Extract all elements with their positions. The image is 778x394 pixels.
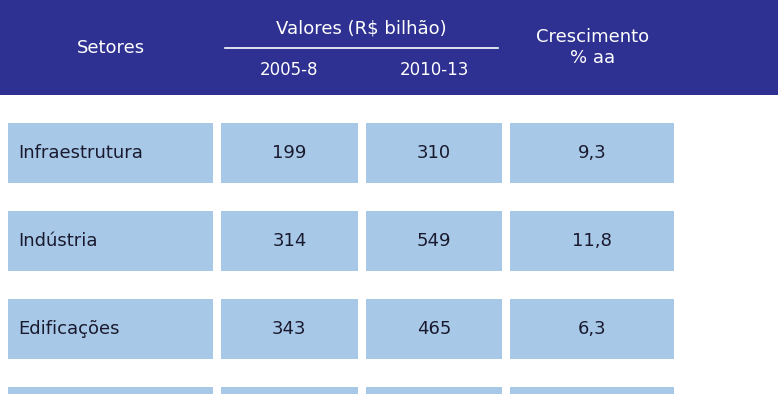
Text: 465: 465 [417, 320, 451, 338]
Text: 6,3: 6,3 [578, 320, 607, 338]
Text: Infraestrutura: Infraestrutura [18, 144, 143, 162]
Bar [366, 123, 503, 183]
Bar [366, 211, 503, 271]
Text: Crescimento
% aa: Crescimento % aa [535, 28, 649, 67]
Bar [510, 211, 674, 271]
Text: 343: 343 [272, 320, 307, 338]
Bar [221, 299, 358, 359]
Text: 11,8: 11,8 [572, 232, 612, 250]
Bar [8, 123, 213, 183]
Bar [221, 387, 358, 394]
Text: 9,3: 9,3 [578, 144, 607, 162]
Bar [8, 299, 213, 359]
Text: Valores (R$ bilhão): Valores (R$ bilhão) [276, 19, 447, 37]
Bar [221, 123, 358, 183]
Text: 2010-13: 2010-13 [399, 61, 468, 79]
Bar [510, 123, 674, 183]
Text: 2005-8: 2005-8 [260, 61, 319, 79]
Text: Setores: Setores [76, 39, 145, 56]
Text: 310: 310 [417, 144, 451, 162]
Bar [366, 299, 503, 359]
Bar [0, 0, 778, 95]
Text: 549: 549 [417, 232, 451, 250]
Bar [366, 387, 503, 394]
Text: Edificações: Edificações [18, 320, 120, 338]
Text: Indústria: Indústria [18, 232, 97, 250]
Bar [8, 387, 213, 394]
Bar [8, 211, 213, 271]
Bar [221, 211, 358, 271]
Bar [510, 299, 674, 359]
Text: 314: 314 [272, 232, 307, 250]
Bar [510, 387, 674, 394]
Text: 199: 199 [272, 144, 307, 162]
